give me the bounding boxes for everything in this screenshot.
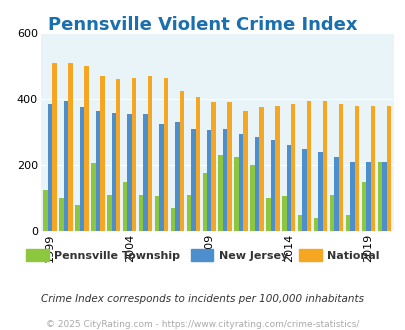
Bar	[377, 162, 381, 231]
Bar	[179, 91, 183, 231]
Bar	[175, 122, 179, 231]
Bar	[43, 190, 48, 231]
Bar	[322, 101, 326, 231]
Bar	[100, 76, 104, 231]
Bar	[297, 214, 302, 231]
Bar	[59, 198, 64, 231]
Bar	[266, 198, 270, 231]
Bar	[202, 173, 207, 231]
Bar	[254, 137, 258, 231]
Bar	[338, 104, 342, 231]
Text: © 2025 CityRating.com - https://www.cityrating.com/crime-statistics/: © 2025 CityRating.com - https://www.city…	[46, 320, 359, 329]
Bar	[84, 66, 88, 231]
Bar	[286, 145, 290, 231]
Bar	[250, 165, 254, 231]
Bar	[132, 78, 136, 231]
Bar	[68, 63, 72, 231]
Bar	[258, 107, 263, 231]
Bar	[75, 205, 79, 231]
Bar	[147, 76, 152, 231]
Bar	[96, 111, 100, 231]
Bar	[171, 208, 175, 231]
Bar	[365, 162, 370, 231]
Bar	[143, 114, 147, 231]
Bar	[211, 102, 215, 231]
Bar	[354, 106, 358, 231]
Bar	[302, 148, 306, 231]
Bar	[227, 102, 231, 231]
Bar	[116, 79, 120, 231]
Bar	[333, 157, 338, 231]
Bar	[313, 218, 318, 231]
Bar	[163, 78, 168, 231]
Bar	[243, 111, 247, 231]
Bar	[91, 163, 96, 231]
Text: Crime Index corresponds to incidents per 100,000 inhabitants: Crime Index corresponds to incidents per…	[41, 294, 364, 304]
Bar	[361, 182, 365, 231]
Bar	[386, 106, 390, 231]
Bar	[275, 106, 279, 231]
Text: Pennsville Violent Crime Index: Pennsville Violent Crime Index	[48, 16, 357, 35]
Bar	[329, 195, 333, 231]
Bar	[64, 101, 68, 231]
Bar	[270, 140, 275, 231]
Bar	[306, 101, 311, 231]
Bar	[218, 155, 222, 231]
Bar	[381, 162, 386, 231]
Legend: Pennsville Township, New Jersey, National: Pennsville Township, New Jersey, Nationa…	[22, 245, 383, 265]
Bar	[345, 214, 350, 231]
Bar	[107, 195, 111, 231]
Bar	[281, 196, 286, 231]
Bar	[186, 195, 191, 231]
Bar	[350, 162, 354, 231]
Bar	[370, 106, 374, 231]
Bar	[127, 114, 132, 231]
Bar	[191, 129, 195, 231]
Bar	[79, 107, 84, 231]
Bar	[207, 130, 211, 231]
Bar	[48, 104, 52, 231]
Bar	[222, 129, 227, 231]
Bar	[154, 196, 159, 231]
Bar	[52, 63, 57, 231]
Bar	[139, 195, 143, 231]
Bar	[290, 104, 295, 231]
Bar	[195, 97, 200, 231]
Bar	[234, 157, 238, 231]
Bar	[238, 134, 243, 231]
Bar	[159, 124, 163, 231]
Bar	[123, 182, 127, 231]
Bar	[111, 113, 116, 231]
Bar	[318, 152, 322, 231]
